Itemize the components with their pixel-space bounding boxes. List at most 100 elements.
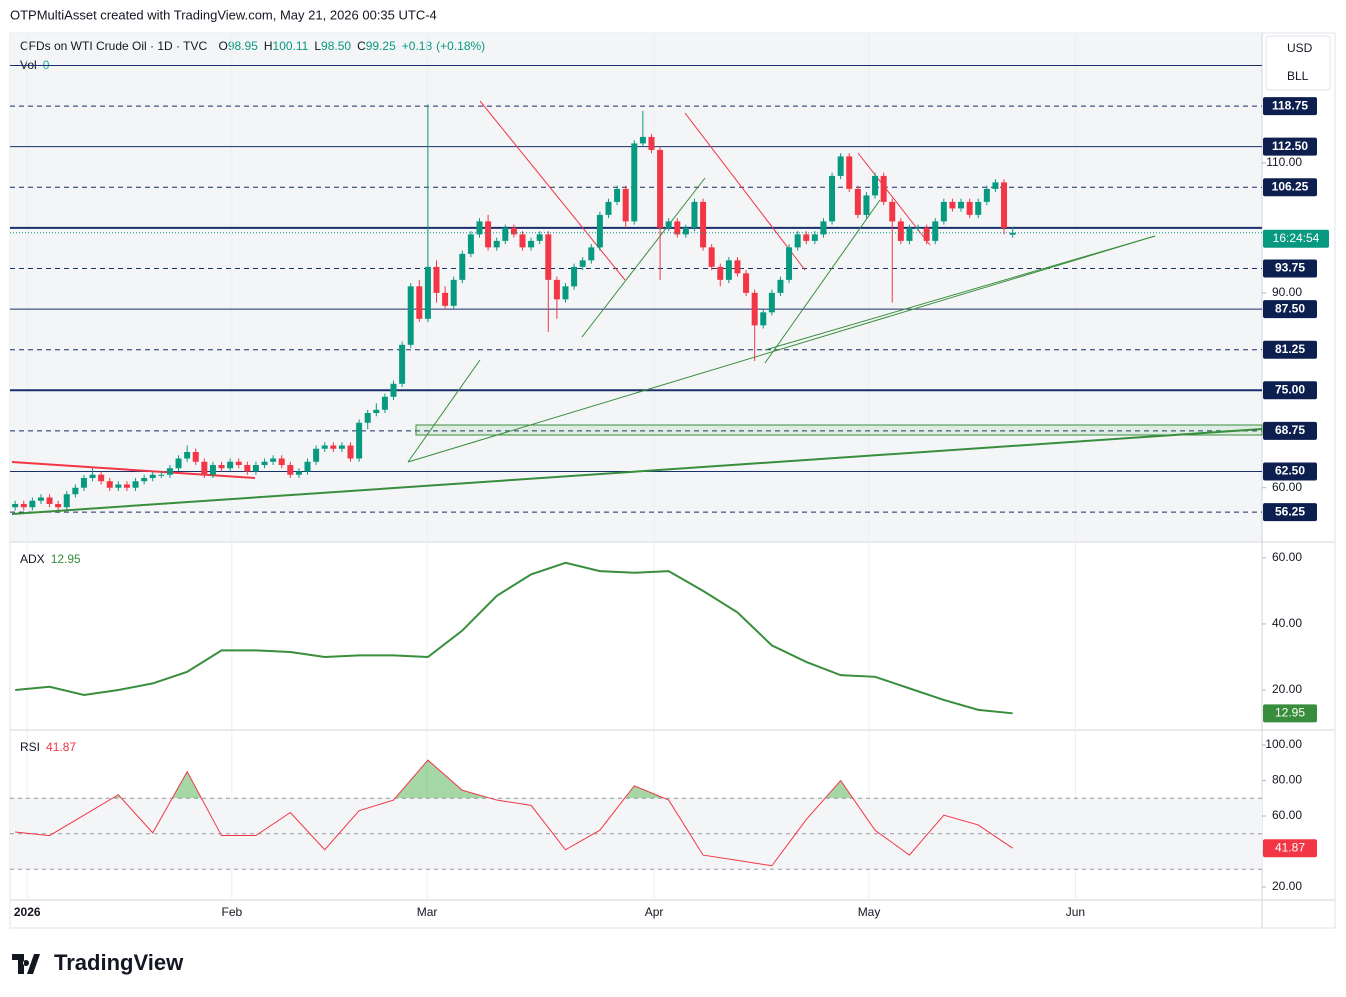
candle-body [115,484,122,488]
candle-body [467,234,474,254]
candle-body [252,464,259,472]
candle-body [940,201,947,222]
y-tick-label: 60.00 [1272,480,1302,494]
candle-body [364,413,371,423]
candle-body [166,468,173,475]
candle-body [72,487,79,495]
candle-body [278,458,285,465]
ohlc-key: H [264,39,273,53]
candle-body [416,286,423,319]
candle-body [803,234,810,241]
candle-body [381,396,388,410]
candle-body [622,188,629,222]
level-label: 112.50 [1272,139,1308,153]
candle-body [777,279,784,293]
candle-body [906,227,913,241]
candle-body [897,221,904,241]
candle-body [330,445,337,449]
candle-body [743,273,750,293]
candle-body [794,234,801,248]
candle-body [545,234,552,280]
level-label: 81.25 [1275,342,1305,356]
candle-body [192,452,199,462]
x-tick-label: May [858,905,881,919]
candle-body [553,279,560,300]
x-tick-label: 2026 [14,905,41,919]
candle-body [760,312,767,326]
candle-body [579,260,586,267]
candle-body [80,477,87,488]
candle-body [424,266,431,319]
level-label: 106.25 [1272,179,1309,193]
candle-body [235,461,242,465]
countdown-box [1263,229,1329,248]
candle-body [665,221,672,228]
candle-body [175,458,182,469]
last-value-label: 12.95 [1275,705,1305,719]
candle-body [89,474,96,478]
candle-body [37,497,44,501]
candle-body [966,201,973,215]
candle-body [29,500,36,508]
y-tick-label: 40.00 [1272,616,1302,630]
level-label: 68.75 [1275,423,1305,437]
candle-body [287,464,294,475]
trendline [684,112,806,271]
y-tick-label: 80.00 [1272,773,1302,787]
symbol: CFDs on WTI Crude Oil · 1D · TVC [20,39,207,53]
candle-body [846,156,853,189]
y-tick-label: 60.00 [1272,808,1302,822]
indicator-value: 41.87 [46,740,76,754]
candle-body [674,221,681,235]
candle-body [837,156,844,176]
currency[interactable]: USD [1287,41,1313,55]
candle-body [12,503,19,508]
ohlc-key: C [357,39,366,53]
candle-body [218,464,225,469]
candle-body [407,286,414,345]
candle-body [992,182,999,189]
candle-body [399,344,406,384]
candle-body [614,188,621,202]
candle-body [571,266,578,287]
trendline [764,199,881,364]
candle-body [132,481,139,488]
candle-body [485,221,492,248]
candle-body [158,474,165,476]
ohlc-value: 99.25 [366,39,396,53]
trendline [479,100,626,281]
ohlc-key: L [314,39,321,53]
price-pane-bg [10,33,1262,541]
candle-body [244,464,251,472]
candle-body [304,461,311,472]
candle-body [442,292,449,306]
drawings [11,100,1263,515]
ohlc-value: 98.95 [228,39,258,53]
level-label-box [1263,137,1317,156]
last-value-label: 41.87 [1275,840,1305,854]
candle-body [459,253,466,280]
candle-body [510,227,517,235]
candle-body [502,227,509,241]
logo-text: TradingView [54,950,184,975]
indicator-name: ADX [20,552,45,566]
candle-body [227,461,234,469]
candle-body [863,195,870,215]
trendline [407,359,481,463]
x-tick-label: Mar [417,905,438,919]
logo: TradingView [12,950,184,975]
last-value-box [1263,839,1317,858]
currency-box[interactable] [1265,35,1331,91]
candle-body [889,201,896,222]
ohlc-value: 100.11 [273,39,309,53]
candle-body [1001,182,1008,228]
indicator-line [15,561,1013,715]
y-tick-label: 110.00 [1266,155,1302,169]
candle-body [270,458,277,462]
candle-body [106,481,113,488]
candle-body [373,409,380,414]
unit[interactable]: BLL [1287,69,1309,83]
y-tick-label: 100.00 [1265,737,1302,751]
candle-body [648,136,655,150]
